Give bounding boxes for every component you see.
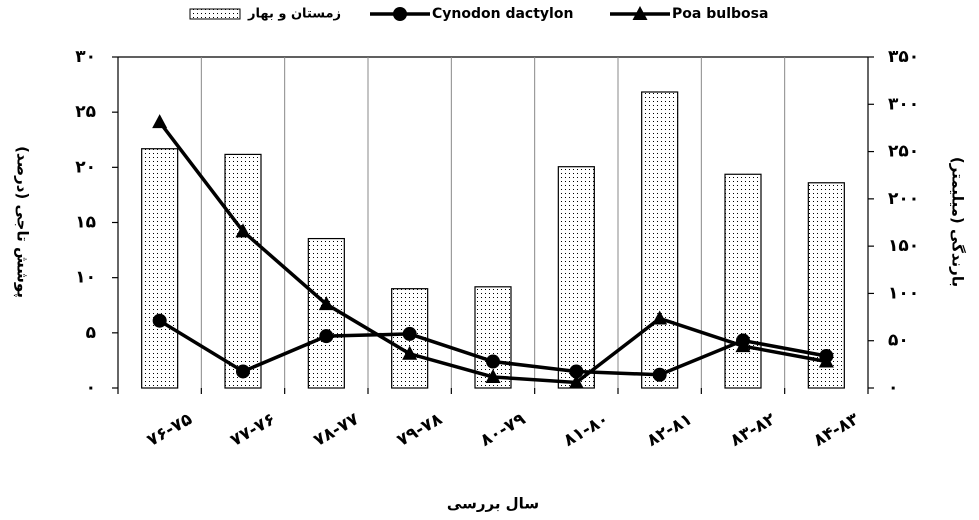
y-tick-label: ۱۰ (75, 268, 96, 288)
marker-triangle (818, 353, 834, 368)
marker-triangle (485, 368, 501, 383)
x-tick-label: ۷۶-۷۵ (144, 409, 196, 451)
marker-circle (652, 367, 667, 382)
marker-triangle (652, 310, 668, 325)
x-tick-label: ۸۲-۸۱ (644, 409, 696, 451)
x-axis-label: سال بررسی (447, 495, 539, 513)
marker-circle (236, 364, 250, 379)
bar (141, 148, 179, 389)
y2-tick-label: ۲۵۰ (888, 142, 919, 162)
marker-triangle (152, 114, 168, 129)
y-tick-label: ۵ (86, 323, 96, 343)
marker-triangle (402, 345, 418, 360)
y-tick-label: ۱۵ (75, 213, 96, 233)
y2-tick-label: ۲۰۰ (888, 189, 919, 209)
marker-triangle (735, 338, 751, 353)
marker-circle (393, 7, 407, 21)
x-tick-label: ۸۴-۸۳ (810, 409, 863, 451)
y-axis-label: پوشش تاجی (درصد) (13, 146, 32, 298)
y-tick-label: ۳۰ (75, 47, 96, 67)
marker-triangle (632, 6, 648, 20)
x-tick-label: ۷۹-۷۸ (394, 409, 447, 451)
y-tick-label: ۲۵ (75, 102, 96, 122)
y2-axis-label: بارندگی (میلیمتر) (949, 157, 967, 287)
marker-circle (402, 326, 417, 341)
marker-triangle (318, 296, 334, 311)
y2-tick-label: ۰ (888, 378, 898, 398)
y2-tick-label: ۳۰۰ (888, 94, 919, 114)
legend-label: Poa bulbosa (672, 6, 768, 22)
marker-circle (486, 354, 500, 369)
y2-tick-label: ۳۵۰ (888, 47, 919, 67)
legend-label: Cynodon dactylon (432, 6, 573, 22)
x-tick-label: ۷۷-۷۶ (227, 409, 279, 451)
marker-circle (319, 329, 334, 344)
marker-circle (569, 364, 584, 379)
x-tick-label: ۷۸-۷۷ (310, 409, 363, 451)
y2-tick-label: ۱۵۰ (888, 236, 919, 256)
x-tick-label: ۸۳-۸۲ (727, 409, 780, 451)
y-tick-label: ۲۰ (75, 157, 96, 177)
x-tick-label: ۸۰-۷۹ (477, 409, 530, 451)
bar (641, 91, 679, 389)
marker-triangle (235, 223, 251, 238)
y2-tick-label: ۵۰ (888, 331, 909, 351)
marker-circle (152, 313, 167, 328)
x-tick-label: ۸۱-۸۰ (560, 409, 612, 451)
marker-triangle (568, 374, 584, 389)
y2-tick-label: ۱۰۰ (888, 283, 919, 303)
legend-label: زمستان و بهار (247, 7, 341, 22)
y-tick-label: ۰ (86, 378, 96, 398)
bar (557, 166, 595, 389)
bar (724, 173, 762, 389)
legend-swatch (189, 8, 241, 20)
bar (224, 153, 262, 389)
